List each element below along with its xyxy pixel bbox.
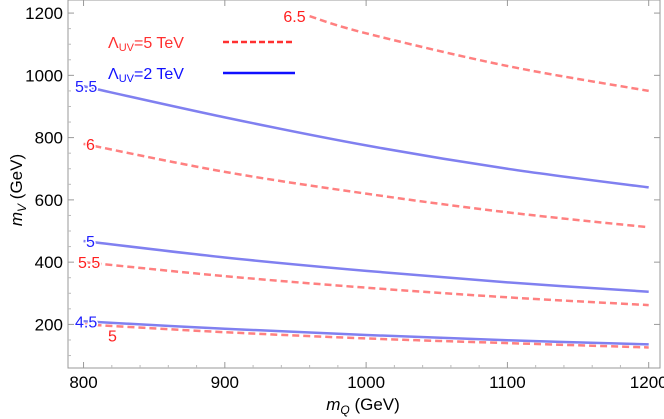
contour-label: 6.5 [283,9,305,26]
y-axis-label: mV (GeV) [7,154,29,226]
y-tick-label: 800 [35,129,63,148]
contour-label: 6 [86,137,95,154]
y-tick-label: 200 [35,315,63,334]
y-tick-label: 600 [35,191,63,210]
x-tick-label: 900 [211,373,239,392]
x-axis-label: mQ (GeV) [326,395,400,417]
contour-line-5.5 [83,85,649,189]
contour-line-5.5 [83,260,649,307]
contour-label: 5.5 [78,255,100,272]
y-tick-label: 1000 [25,66,63,85]
contour-line-4.5 [83,320,649,346]
legend: ΛUV=5 TeV ΛUV=2 TeV [108,35,295,85]
contour-line-5 [83,323,649,349]
contour-line-5 [83,239,649,293]
x-tick-label: 1000 [347,373,385,392]
contour-label: 5 [86,234,95,251]
contour-label: 5.5 [75,79,97,96]
legend-label: ΛUV=2 TeV [108,66,184,85]
contour-label: 4.5 [75,314,97,331]
x-tick-label: 1100 [489,373,526,392]
y-tick-label: 1200 [25,4,63,23]
y-tick-label: 400 [35,253,63,272]
contour-label: 5 [108,328,117,345]
contour-line-6.5 [309,14,649,93]
contour-line-6 [83,142,649,229]
x-tick-label: 1200 [630,373,664,392]
x-tick-label: 800 [69,373,97,392]
plot-frame [67,0,661,369]
legend-label: ΛUV=5 TeV [108,35,184,54]
